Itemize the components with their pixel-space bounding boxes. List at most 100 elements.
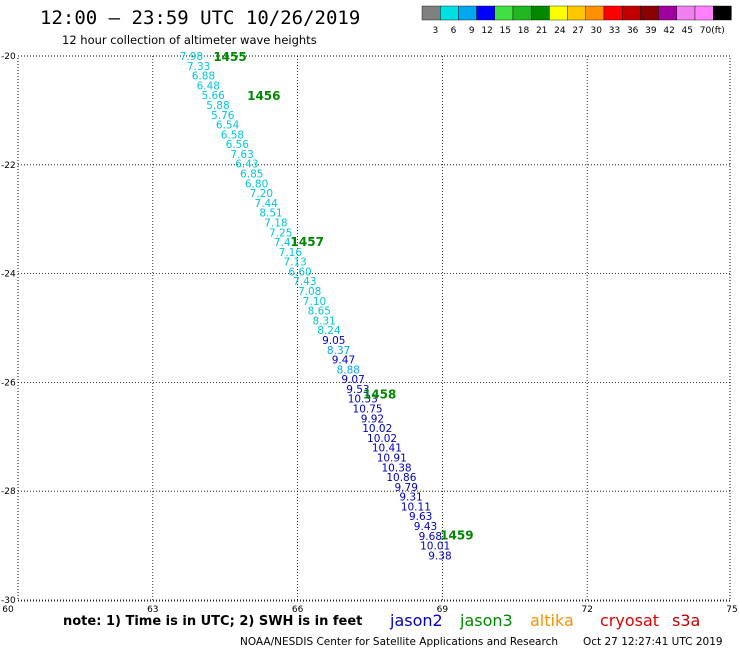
legend-swatch — [549, 5, 568, 21]
legend-swatch — [567, 5, 586, 21]
swh-value: 9.53 — [346, 384, 369, 396]
swh-value: 8.37 — [327, 345, 350, 357]
legend-swatch — [421, 5, 441, 21]
swh-value: 10.02 — [362, 423, 392, 435]
legend-label: 3 — [432, 26, 438, 36]
swh-value: 8.24 — [317, 325, 341, 337]
legend-label: 18 — [518, 26, 530, 36]
legend-label: 33 — [609, 26, 620, 36]
legend-swatch — [476, 5, 496, 21]
map-title: 12:00 – 23:59 UTC 10/26/2019 — [40, 7, 360, 29]
swh-value: 6.85 — [240, 169, 263, 181]
swh-value: 9.68 — [419, 531, 442, 543]
x-tick-label: 75 — [726, 605, 737, 615]
y-tick-label: -24 — [1, 270, 16, 280]
legend-label: 6 — [451, 26, 457, 36]
satellite-altika: altika — [530, 611, 574, 630]
swh-value: 6.60 — [288, 266, 311, 278]
swh-value: 7.44 — [255, 198, 279, 210]
legend-label: 36 — [627, 26, 639, 36]
swh-value: 9.79 — [395, 482, 418, 494]
swh-value: 10.86 — [386, 472, 416, 484]
legend-label: 9 — [469, 26, 475, 36]
swh-value: 9.07 — [341, 374, 364, 386]
legend-swatch — [676, 5, 696, 21]
legend-swatch — [458, 5, 477, 21]
legend-swatch — [603, 5, 623, 21]
legend-label: 42 — [663, 26, 674, 36]
time-label: 1457 — [291, 235, 324, 249]
swh-value: 10.38 — [382, 462, 412, 474]
legend-label: 24 — [554, 26, 566, 36]
time-label: 1456 — [247, 89, 280, 103]
plot-frame — [17, 55, 731, 602]
grid-lines — [18, 55, 732, 601]
swh-value: 7.08 — [298, 286, 321, 298]
swh-value: 9.47 — [332, 355, 355, 367]
y-tick-label: -26 — [1, 378, 16, 388]
time-labels: 1455 1456 1457 1458 1459 — [213, 50, 473, 543]
swh-value: 9.38 — [428, 550, 451, 562]
swh-value: 7.63 — [230, 149, 253, 161]
swh-value: 5.76 — [211, 110, 235, 122]
x-tick-label: 66 — [292, 605, 304, 615]
swh-value: 7.25 — [269, 227, 292, 239]
legend-label: 12 — [481, 26, 492, 36]
swh-value: 10.33 — [348, 394, 378, 406]
legend-label: 30 — [591, 26, 603, 36]
swh-value: 9.31 — [399, 492, 422, 504]
swh-value: 6.56 — [226, 139, 250, 151]
swh-value: 7.98 — [180, 51, 203, 63]
swh-value: 7.41 — [274, 237, 297, 249]
swh-value: 6.48 — [197, 80, 220, 92]
satellite-jason2: jason2 — [389, 611, 443, 630]
swh-value: 9.05 — [322, 335, 345, 347]
satellite-legend: jason2 jason3 altika cryosat s3a — [389, 611, 700, 630]
time-label: 1459 — [440, 529, 473, 543]
swh-value: 9.63 — [409, 511, 432, 523]
footer-note: note: 1) Time is in UTC; 2) SWH is in fe… — [63, 614, 362, 629]
x-tick-labels: 60 63 66 69 72 75 — [2, 605, 737, 615]
swh-value: 7.33 — [187, 61, 210, 73]
swh-value: 6.43 — [235, 159, 258, 171]
x-tick-label: 63 — [147, 605, 158, 615]
satellite-cryosat: cryosat — [600, 611, 659, 630]
swh-value: 9.92 — [361, 413, 384, 425]
swh-value: 6.58 — [221, 129, 244, 141]
swh-value: 5.66 — [201, 90, 225, 102]
swh-value: 8.65 — [308, 306, 331, 318]
y-tick-label: -28 — [1, 487, 16, 497]
swh-value: 6.80 — [245, 178, 268, 190]
swh-value: 10.75 — [353, 404, 383, 416]
legend-swatch — [713, 5, 732, 21]
satellite-s3a: s3a — [672, 611, 700, 630]
x-tick-label: 60 — [2, 605, 14, 615]
swh-value: 10.41 — [372, 443, 402, 455]
x-tick-label: 69 — [437, 605, 449, 615]
altimeter-track: 7.987.336.886.485.665.885.766.546.586.56… — [180, 51, 452, 562]
swh-value: 7.16 — [279, 247, 303, 259]
legend-swatch — [512, 5, 532, 21]
swh-value: 9.43 — [414, 521, 437, 533]
swh-value: 8.31 — [312, 315, 335, 327]
time-label: 1458 — [363, 387, 396, 401]
satellite-jason3: jason3 — [459, 611, 513, 630]
color-scale-legend: 3 6 9 12 15 18 21 24 27 30 33 36 39 42 45 70 (ft) — [421, 5, 732, 36]
swh-value: 10.11 — [401, 501, 431, 513]
plot-area: 60 63 66 69 72 75 -20 -22 -24 -26 -28 -30 7.987.33… — [1, 50, 738, 615]
legend-swatch — [531, 5, 550, 21]
legend-label: 21 — [536, 26, 547, 36]
swh-value: 8.88 — [337, 364, 360, 376]
y-tick-labels: -20 -22 -24 -26 -28 -30 — [1, 52, 16, 606]
swh-value: 7.20 — [250, 188, 273, 200]
legend-swatch — [585, 5, 605, 21]
swh-value: 7.13 — [283, 257, 306, 269]
legend-label: 39 — [645, 26, 657, 36]
credit-text: NOAA/NESDIS Center for Satellite Applica… — [240, 636, 558, 648]
swh-value: 5.88 — [206, 100, 229, 112]
swh-value: 6.54 — [216, 120, 240, 132]
timestamp-text: Oct 27 12:27:41 UTC 2019 — [583, 636, 723, 648]
legend-swatch — [622, 5, 641, 21]
legend-swatch — [494, 5, 514, 21]
legend-swatch — [658, 5, 677, 21]
